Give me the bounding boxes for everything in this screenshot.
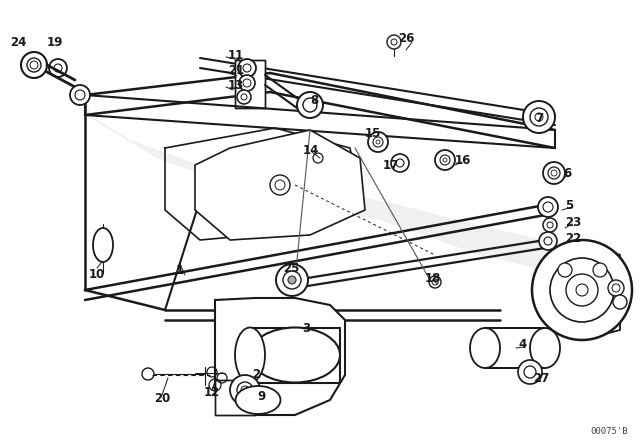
Circle shape bbox=[237, 90, 251, 104]
Circle shape bbox=[288, 276, 296, 284]
Polygon shape bbox=[215, 380, 255, 415]
Circle shape bbox=[550, 258, 614, 322]
Ellipse shape bbox=[530, 328, 560, 368]
Text: 26: 26 bbox=[398, 31, 414, 44]
Circle shape bbox=[391, 154, 409, 172]
Text: 2: 2 bbox=[252, 369, 260, 382]
Text: 20: 20 bbox=[154, 392, 170, 405]
Circle shape bbox=[276, 264, 308, 296]
Text: 11: 11 bbox=[228, 48, 244, 61]
Circle shape bbox=[239, 75, 255, 91]
Circle shape bbox=[270, 175, 290, 195]
Circle shape bbox=[538, 197, 558, 217]
Circle shape bbox=[543, 218, 557, 232]
Text: 5: 5 bbox=[565, 198, 573, 211]
Polygon shape bbox=[485, 328, 545, 368]
Circle shape bbox=[518, 360, 542, 384]
Circle shape bbox=[539, 232, 557, 250]
Text: 16: 16 bbox=[455, 154, 472, 167]
Polygon shape bbox=[195, 130, 365, 240]
Text: 22: 22 bbox=[565, 232, 581, 245]
Circle shape bbox=[532, 240, 632, 340]
Ellipse shape bbox=[235, 327, 265, 383]
Text: 14: 14 bbox=[303, 143, 319, 156]
Circle shape bbox=[523, 101, 555, 133]
Circle shape bbox=[238, 59, 256, 77]
Text: 13: 13 bbox=[228, 78, 244, 91]
Circle shape bbox=[613, 295, 627, 309]
Text: 00075'B: 00075'B bbox=[590, 427, 628, 436]
Polygon shape bbox=[215, 298, 345, 415]
Circle shape bbox=[593, 263, 607, 277]
Circle shape bbox=[543, 162, 565, 184]
Text: 7: 7 bbox=[535, 112, 543, 125]
Circle shape bbox=[566, 274, 598, 306]
Text: 12: 12 bbox=[204, 387, 220, 400]
Circle shape bbox=[435, 150, 455, 170]
Text: 1: 1 bbox=[176, 263, 184, 276]
Ellipse shape bbox=[236, 386, 280, 414]
Circle shape bbox=[297, 92, 323, 118]
Text: 17: 17 bbox=[383, 159, 399, 172]
Text: 19: 19 bbox=[47, 35, 63, 48]
Circle shape bbox=[70, 85, 90, 105]
Text: 23: 23 bbox=[565, 215, 581, 228]
Ellipse shape bbox=[470, 328, 500, 368]
Ellipse shape bbox=[250, 327, 340, 383]
Text: 4: 4 bbox=[518, 339, 526, 352]
Text: 8: 8 bbox=[310, 94, 318, 107]
Polygon shape bbox=[235, 60, 265, 108]
Ellipse shape bbox=[93, 228, 113, 262]
Text: 24: 24 bbox=[10, 35, 26, 48]
Circle shape bbox=[558, 263, 572, 277]
Text: 10: 10 bbox=[89, 268, 105, 281]
Circle shape bbox=[230, 375, 260, 405]
Circle shape bbox=[368, 132, 388, 152]
Text: 27: 27 bbox=[533, 371, 549, 384]
Polygon shape bbox=[545, 240, 620, 340]
Text: 9: 9 bbox=[258, 391, 266, 404]
Text: 15: 15 bbox=[365, 126, 381, 139]
Circle shape bbox=[608, 280, 624, 296]
Text: 25: 25 bbox=[283, 262, 300, 275]
Text: 6: 6 bbox=[563, 167, 572, 180]
Polygon shape bbox=[85, 95, 555, 270]
Text: 21: 21 bbox=[228, 64, 244, 77]
Text: 18: 18 bbox=[425, 271, 442, 284]
Text: 3: 3 bbox=[302, 322, 310, 335]
